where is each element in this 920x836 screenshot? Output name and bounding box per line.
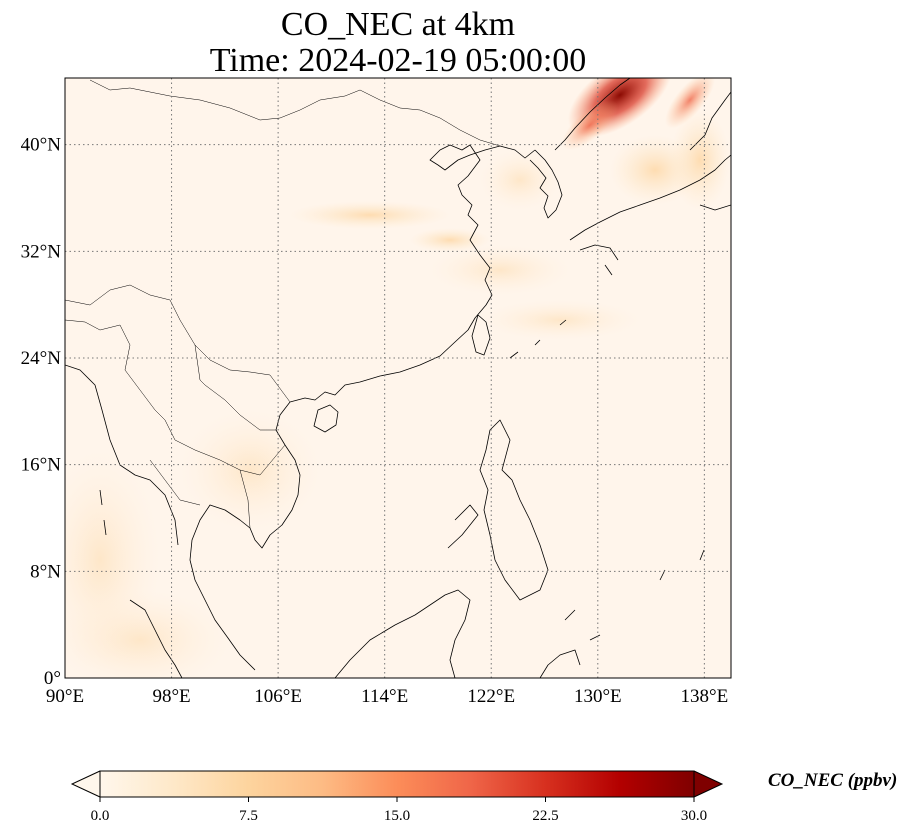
- x-tick-label: 114°E: [361, 686, 408, 707]
- y-tick-label: 16°N: [21, 455, 62, 476]
- x-tick-label: 130°E: [574, 686, 622, 707]
- x-tick-labels: 90°E 98°E 106°E 114°E 122°E 130°E 138°E: [46, 686, 728, 707]
- coastlines: [65, 78, 731, 678]
- country-borders: [65, 79, 501, 529]
- x-tick-label: 98°E: [152, 686, 190, 707]
- gridlines: [65, 78, 731, 678]
- colorbar: 0.0 7.5 15.0 22.5 30.0: [70, 770, 724, 824]
- concentration-field: [65, 78, 731, 678]
- map-title: CO_NEC at 4km: [280, 6, 516, 43]
- y-tick-labels: 0° 8°N 16°N 24°N 32°N 40°N: [21, 135, 62, 689]
- colorbar-high-extension: [694, 771, 722, 797]
- y-tick-label: 24°N: [21, 348, 62, 369]
- x-tick-label: 138°E: [681, 686, 729, 707]
- colorbar-tick-label: 15.0: [384, 808, 410, 824]
- colorbar-tick-label: 7.5: [239, 808, 258, 824]
- colorbar-low-extension: [72, 771, 100, 797]
- map-frame: [64, 77, 732, 679]
- colorbar-tick-labels: 0.0 7.5 15.0 22.5 30.0: [91, 797, 707, 824]
- x-tick-label: 122°E: [467, 686, 515, 707]
- colorbar-tick-label: 0.0: [91, 808, 110, 824]
- colorbar-bar: [100, 771, 694, 797]
- y-tick-label: 8°N: [30, 561, 61, 582]
- map-time: Time: 2024-02-19 05:00:00: [209, 42, 587, 79]
- x-tick-label: 90°E: [46, 686, 84, 707]
- y-tick-label: 0°: [44, 668, 61, 689]
- colorbar-label: CO_NEC (ppbv): [768, 770, 898, 791]
- colorbar-tick-label: 22.5: [532, 808, 558, 824]
- y-tick-label: 40°N: [21, 135, 62, 156]
- x-tick-label: 106°E: [254, 686, 302, 707]
- y-tick-label: 32°N: [21, 241, 62, 262]
- colorbar-tick-label: 30.0: [681, 808, 707, 824]
